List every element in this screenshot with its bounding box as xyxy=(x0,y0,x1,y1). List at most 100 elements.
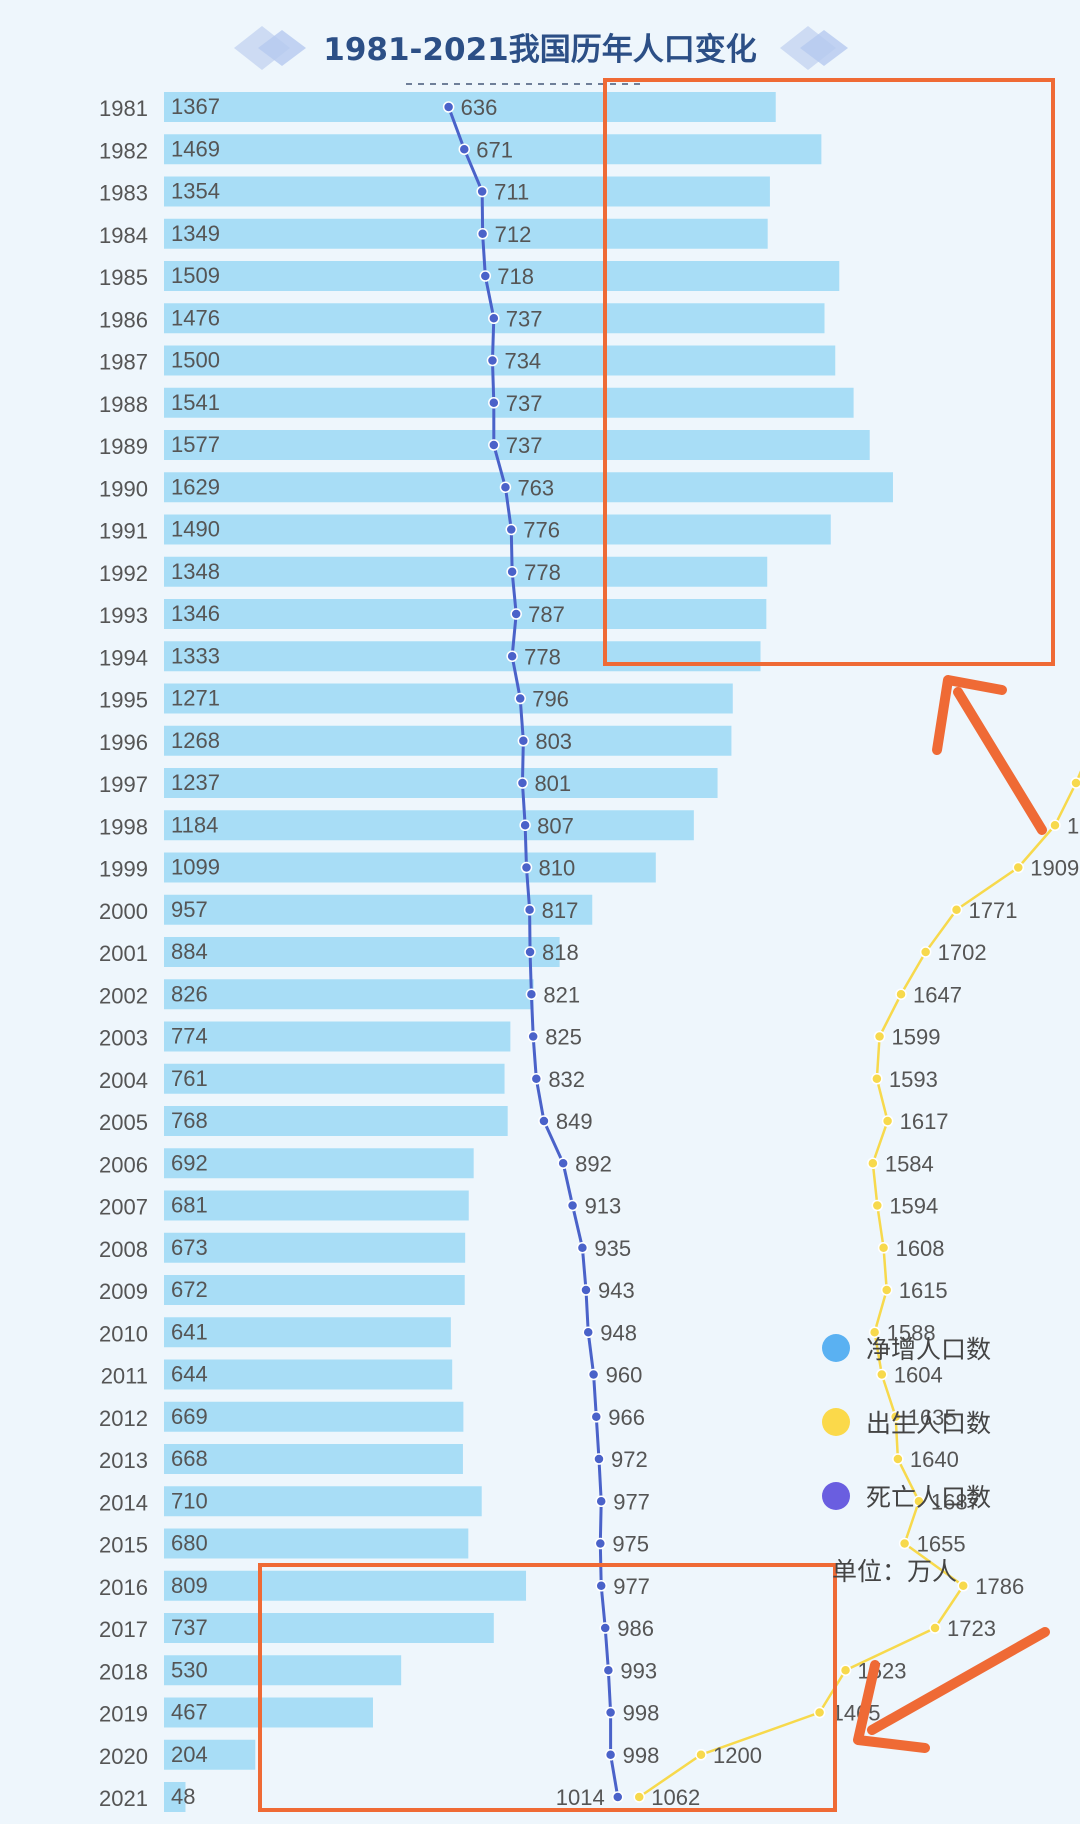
death-point-1992 xyxy=(506,566,518,578)
year-label-2000: 2000 xyxy=(99,899,148,924)
death-point-1984 xyxy=(476,228,489,240)
death-value-label-2008: 935 xyxy=(594,1236,631,1261)
death-value-label-2000: 817 xyxy=(542,898,579,923)
birth-value-label-2001: 1702 xyxy=(938,940,987,965)
death-point-1993 xyxy=(510,608,522,620)
year-label-1998: 1998 xyxy=(99,814,148,839)
birth-point-2013 xyxy=(892,1453,904,1465)
year-label-2019: 2019 xyxy=(99,1702,148,1727)
net-value-label-2019: 467 xyxy=(171,1700,208,1725)
highlight-box-bottom xyxy=(258,1563,837,1812)
death-value-label-2004: 832 xyxy=(548,1067,585,1092)
birth-point-2008 xyxy=(877,1242,890,1254)
net-bar-2020 xyxy=(164,1739,256,1770)
birth-value-label-2006: 1584 xyxy=(885,1151,934,1176)
net-bar-2019 xyxy=(164,1697,373,1728)
death-point-2004 xyxy=(530,1073,543,1085)
birth-point-2015 xyxy=(898,1537,911,1550)
chart-title: 1981-2021我国历年人口变化 xyxy=(323,32,756,68)
death-point-2019 xyxy=(604,1706,617,1719)
death-point-2013 xyxy=(593,1453,605,1465)
birth-value-label-2011: 1604 xyxy=(894,1363,943,1388)
net-value-label-2020: 204 xyxy=(171,1742,208,1767)
year-axis-labels: 1981 1982 1983 1984 1985 1986 1987 1988 1989 1990… xyxy=(99,96,148,1811)
death-point-1998 xyxy=(519,819,531,831)
death-value-label-1991: 776 xyxy=(523,518,560,543)
legend-dot-net-icon xyxy=(822,1334,850,1362)
year-label-1995: 1995 xyxy=(99,688,148,713)
year-label-2011: 2011 xyxy=(101,1364,148,1389)
legend-item-death[interactable]: 死亡人口数 xyxy=(822,1478,1062,1514)
arrow-up-head-icon xyxy=(932,675,1007,755)
death-point-1983 xyxy=(476,185,488,198)
death-point-2010 xyxy=(582,1326,594,1338)
death-point-1991 xyxy=(505,523,518,536)
unit-label: 单位：万人 xyxy=(832,1557,958,1586)
net-bar-1996 xyxy=(164,725,732,756)
death-point-1985 xyxy=(479,270,492,282)
net-value-label-1989: 1577 xyxy=(171,432,220,457)
legend-dot-birth-icon xyxy=(822,1408,850,1436)
death-point-2014 xyxy=(595,1495,607,1507)
net-value-label-1998: 1184 xyxy=(171,812,218,837)
net-value-label-1997: 1237 xyxy=(171,770,220,795)
net-value-label-1995: 1271 xyxy=(171,686,220,711)
net-bar-2015 xyxy=(164,1528,469,1559)
birth-point-2011 xyxy=(876,1368,888,1381)
birth-value-label-2016: 1786 xyxy=(975,1574,1024,1599)
net-value-label-1996: 1268 xyxy=(171,728,220,753)
death-value-label-1988: 737 xyxy=(506,391,543,416)
death-value-label-2002: 821 xyxy=(543,982,580,1007)
legend-label-birth: 出生人口数 xyxy=(866,1409,992,1438)
net-bar-1993 xyxy=(164,599,767,629)
death-value-label-1982: 671 xyxy=(476,137,513,162)
net-bar-1995 xyxy=(164,683,733,714)
birth-point-2002 xyxy=(895,988,907,1000)
death-point-2003 xyxy=(527,1030,539,1043)
net-value-label-2008: 673 xyxy=(171,1235,208,1260)
net-bar-1988 xyxy=(164,387,854,418)
net-value-label-1993: 1346 xyxy=(171,601,220,626)
net-value-label-1981: 1367 xyxy=(171,94,220,119)
net-value-label-2014: 710 xyxy=(171,1488,208,1513)
death-point-2008 xyxy=(576,1242,589,1254)
legend-item-net[interactable]: 净增人口数 xyxy=(822,1330,1062,1366)
year-label-2015: 2015 xyxy=(99,1533,148,1558)
net-bar-1997 xyxy=(164,768,718,798)
year-label-2005: 2005 xyxy=(99,1110,148,1135)
net-bar-2018 xyxy=(164,1655,402,1686)
death-point-2016 xyxy=(595,1580,607,1592)
year-label-1987: 1987 xyxy=(99,350,148,375)
year-label-1984: 1984 xyxy=(99,223,148,248)
death-value-label-2003: 825 xyxy=(545,1025,582,1050)
net-increase-bars xyxy=(164,92,893,1812)
net-bar-2003 xyxy=(164,1021,511,1052)
year-label-1996: 1996 xyxy=(99,730,148,755)
birth-point-2004 xyxy=(871,1073,883,1085)
annotations xyxy=(258,78,1055,1812)
net-bar-2013 xyxy=(164,1444,463,1474)
death-value-label-2019: 998 xyxy=(623,1701,660,1726)
net-value-label-2007: 681 xyxy=(171,1193,208,1218)
birth-value-label-1999: 1909 xyxy=(1030,856,1079,881)
birth-point-2000 xyxy=(950,904,963,916)
death-point-1995 xyxy=(514,692,526,705)
death-point-2011 xyxy=(587,1368,600,1381)
year-label-1990: 1990 xyxy=(99,476,148,501)
birth-value-label-2000: 1771 xyxy=(969,898,1018,923)
birth-point-2006 xyxy=(867,1157,879,1169)
birth-value-label-2008: 1608 xyxy=(896,1236,945,1261)
death-point-2020 xyxy=(604,1749,617,1761)
birth-value-label-2005: 1617 xyxy=(900,1109,949,1134)
legend: 净增人口数 出生人口数 死亡人口数 xyxy=(822,1330,1062,1552)
legend-item-birth[interactable]: 出生人口数 xyxy=(822,1404,1062,1440)
year-label-2007: 2007 xyxy=(99,1195,148,1220)
death-point-2002 xyxy=(525,988,538,1000)
net-value-label-2012: 669 xyxy=(171,1404,208,1429)
birth-points xyxy=(633,777,1080,1803)
death-value-label-2010: 948 xyxy=(600,1320,637,1345)
death-value-label-1994: 778 xyxy=(524,644,561,669)
net-value-label-2016: 809 xyxy=(171,1573,208,1598)
net-bar-1982 xyxy=(164,134,822,165)
